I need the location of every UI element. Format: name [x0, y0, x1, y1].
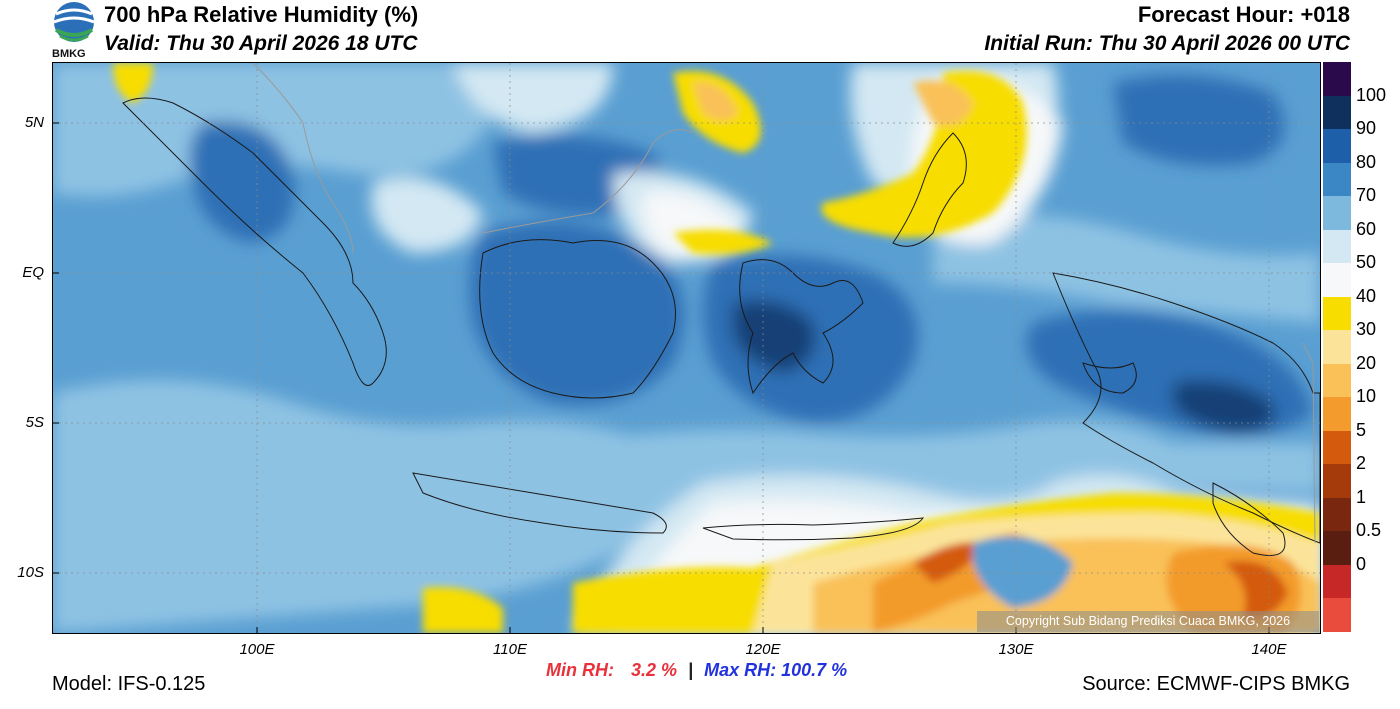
legend-swatch	[1323, 95, 1351, 130]
forecast-hour: Forecast Hour: +018	[1137, 2, 1350, 27]
chart-title: 700 hPa Relative Humidity (%)	[104, 2, 419, 27]
legend-swatch	[1323, 531, 1351, 566]
legend-swatch	[1323, 464, 1351, 499]
model-info: Model: IFS-0.125	[52, 673, 206, 695]
legend-swatch	[1323, 430, 1351, 465]
legend-label: 10	[1356, 386, 1377, 407]
lon-label-130e: 130E	[998, 641, 1034, 658]
lat-label-10s: 10S	[17, 564, 44, 581]
legend-label: 0.5	[1356, 520, 1382, 541]
bmkg-logo	[53, 2, 95, 42]
min-max-stats: Min RH: 3.2 % | Max RH: 100.7 %	[546, 660, 847, 681]
legend-label: 5	[1356, 419, 1367, 440]
valid-time: Valid: Thu 30 April 2026 18 UTC	[104, 32, 418, 55]
legend-swatch	[1323, 397, 1351, 432]
legend-label: 80	[1356, 151, 1377, 172]
legend-colorbar	[1323, 62, 1351, 633]
borders	[252, 63, 1316, 544]
coastlines	[122, 97, 1320, 556]
lon-label-110e: 110E	[493, 641, 527, 658]
legend-swatch	[1323, 598, 1351, 633]
legend-swatch	[1323, 330, 1351, 365]
logo-text: BMKG	[52, 48, 86, 60]
graticule	[53, 63, 1320, 633]
legend-label: 70	[1356, 185, 1377, 206]
min-rh-value: 3.2 %	[631, 660, 678, 680]
lat-label-eq: EQ	[22, 264, 44, 281]
legend-swatch	[1323, 196, 1351, 231]
legend-label: 60	[1356, 218, 1377, 239]
legend-swatch	[1323, 129, 1351, 164]
lat-label-5s: 5S	[25, 414, 44, 431]
legend-swatch	[1323, 296, 1351, 331]
copyright-notice: Copyright Sub Bidang Prediksi Cuaca BMKG…	[977, 611, 1319, 632]
initial-run: Initial Run: Thu 30 April 2026 00 UTC	[984, 32, 1350, 55]
legend-swatch	[1323, 162, 1351, 197]
lon-label-100e: 100E	[239, 641, 275, 658]
legend-label: 2	[1356, 453, 1367, 474]
stats-separator: |	[688, 660, 694, 680]
legend-label: 50	[1356, 252, 1377, 273]
max-rh-label: Max RH:	[704, 660, 777, 680]
humidity-map: Copyright Sub Bidang Prediksi Cuaca BMKG…	[52, 62, 1321, 634]
legend-swatch	[1323, 497, 1351, 532]
source-info: Source: ECMWF-CIPS BMKG	[1082, 673, 1350, 695]
lon-label-120e: 120E	[745, 641, 781, 658]
legend-label: 100	[1356, 84, 1387, 105]
legend-swatch	[1323, 263, 1351, 298]
legend-label: 40	[1356, 285, 1377, 306]
legend-label: 30	[1356, 319, 1377, 340]
lon-label-140e: 140E	[1251, 641, 1287, 658]
ticks	[53, 122, 1270, 633]
lat-label-5n: 5N	[24, 114, 44, 131]
legend-label: 0	[1356, 553, 1367, 574]
legend-label: 20	[1356, 352, 1377, 373]
legend-swatch	[1323, 62, 1351, 97]
legend-swatch	[1323, 229, 1351, 264]
max-rh-value: 100.7 %	[781, 660, 848, 680]
legend-swatch	[1323, 363, 1351, 398]
min-rh-label: Min RH:	[546, 660, 614, 680]
map-svg	[53, 63, 1320, 633]
legend-swatch	[1323, 564, 1351, 599]
legend-label: 90	[1356, 118, 1377, 139]
legend-label: 1	[1356, 486, 1367, 507]
